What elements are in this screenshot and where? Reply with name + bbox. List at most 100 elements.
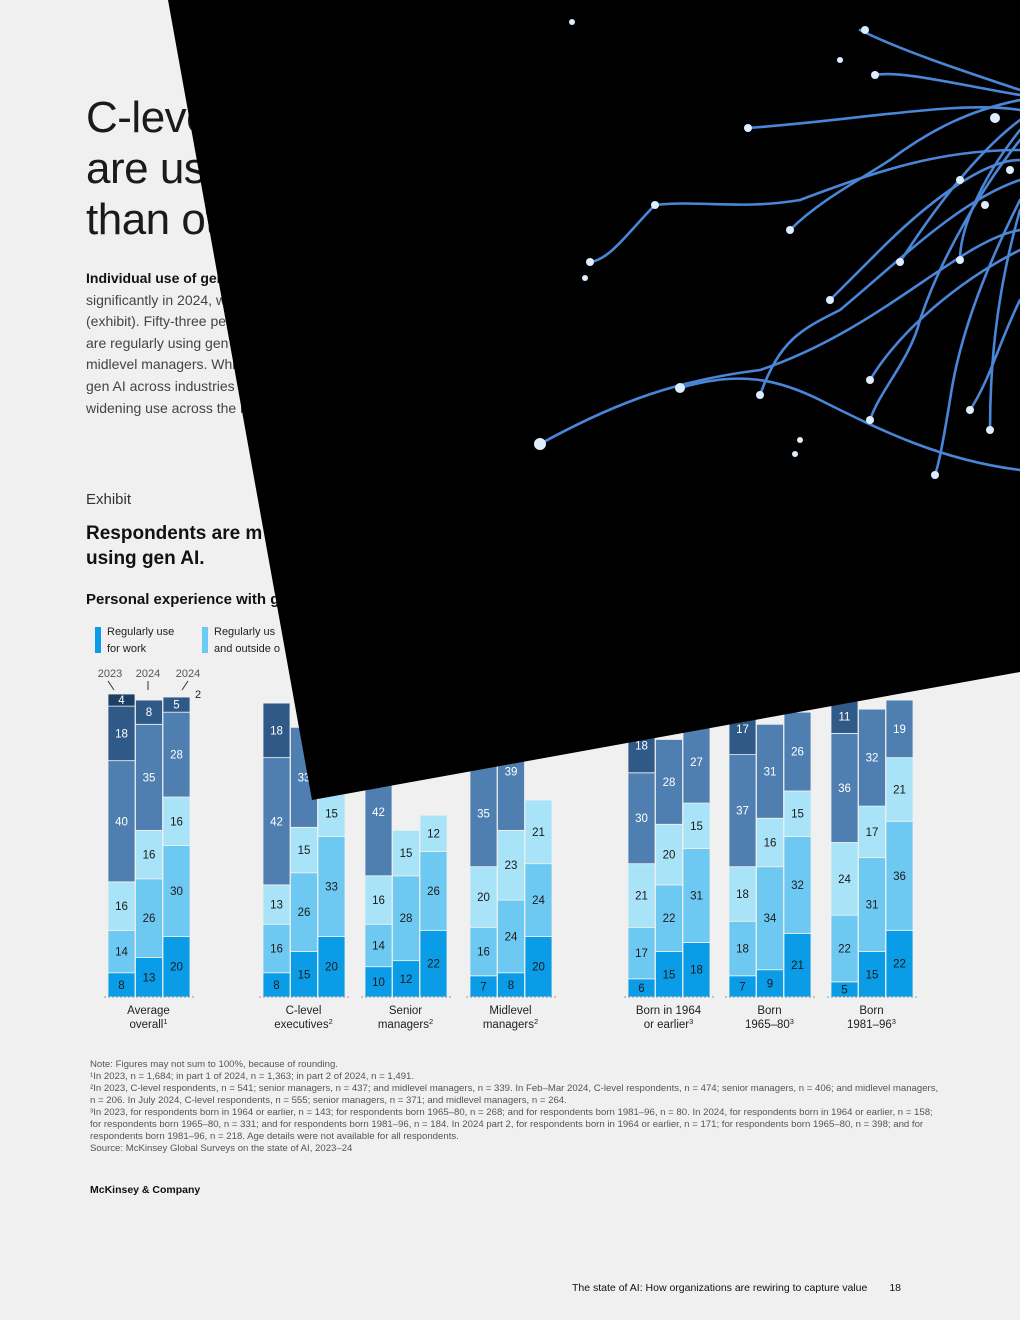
data-label: 18 xyxy=(270,725,283,737)
data-label: 26 xyxy=(791,747,804,759)
category-label: or earlier3 xyxy=(644,1017,694,1031)
data-label: 11 xyxy=(839,712,851,724)
data-label: 15 xyxy=(866,969,879,981)
bar-segment xyxy=(469,926,498,977)
bar-segment xyxy=(364,875,393,925)
footer-title: The state of AI: How organizations are r… xyxy=(572,1282,868,1294)
data-label: 22 xyxy=(838,944,851,956)
data-label: 21 xyxy=(893,784,906,796)
data-label: 8 xyxy=(118,980,124,992)
bar-segment xyxy=(728,866,757,922)
data-label: 13 xyxy=(143,972,156,984)
data-label: 18 xyxy=(115,728,128,740)
bar-segment xyxy=(627,863,656,928)
data-label: 36 xyxy=(838,783,851,795)
data-label: 21 xyxy=(532,827,545,839)
data-label: 13 xyxy=(270,900,283,912)
category-label: executives2 xyxy=(274,1017,333,1031)
bar-segment xyxy=(107,705,136,762)
category-label: C-level xyxy=(286,1005,322,1017)
data-label: 15 xyxy=(690,821,703,833)
bar-segment xyxy=(497,899,525,974)
bar-segment xyxy=(135,878,163,959)
bar-segment xyxy=(419,814,448,852)
bar-segment xyxy=(162,796,191,846)
data-label: 15 xyxy=(663,969,676,981)
data-label: 17 xyxy=(736,724,749,736)
data-label: 17 xyxy=(866,827,879,839)
bar-segment xyxy=(364,966,393,998)
data-label: 8 xyxy=(508,980,514,992)
data-label: 42 xyxy=(372,807,385,819)
category-label: Born in 1964 xyxy=(636,1005,702,1017)
bar-segment xyxy=(392,960,420,998)
data-label: 14 xyxy=(115,947,128,959)
bar-segment xyxy=(682,942,711,998)
data-label: 16 xyxy=(270,944,283,956)
data-label: 28 xyxy=(170,750,183,762)
bar-segment xyxy=(655,823,683,886)
page-footer: The state of AI: How organizations are r… xyxy=(572,1282,901,1294)
data-label: 42 xyxy=(270,816,283,828)
bar-segment xyxy=(783,932,812,998)
data-label: 7 xyxy=(480,981,486,993)
category-label: overall1 xyxy=(129,1017,167,1031)
data-label: 20 xyxy=(477,892,490,904)
bar-segment xyxy=(262,923,291,974)
bar-segment xyxy=(419,929,448,998)
data-label: 18 xyxy=(736,944,749,956)
brand-logo-text: McKinsey & Company xyxy=(90,1184,201,1196)
bar-segment xyxy=(524,863,553,937)
bar-segment xyxy=(107,881,136,931)
data-label: 15 xyxy=(298,845,311,857)
bar-segment xyxy=(135,699,163,725)
bar-segment xyxy=(524,936,553,998)
data-label: 28 xyxy=(400,913,413,925)
data-label: 20 xyxy=(532,962,545,974)
bar-segment xyxy=(419,851,448,931)
bar-segment xyxy=(756,969,784,998)
footnote-3: ³In 2023, for respondents born in 1964 o… xyxy=(90,1107,933,1142)
data-label: 6 xyxy=(638,983,644,995)
data-label: 14 xyxy=(372,940,385,952)
data-label: 21 xyxy=(635,890,648,902)
exhibit-label: Exhibit xyxy=(86,491,132,508)
data-label: 18 xyxy=(736,889,749,901)
bar-segment xyxy=(162,845,191,937)
note-line: Note: Figures may not sum to 100%, becau… xyxy=(90,1059,338,1070)
footnote-1: ¹In 2023, n = 1,684; in part 1 of 2024, … xyxy=(90,1071,415,1082)
data-label: 26 xyxy=(298,907,311,919)
bar-segment xyxy=(830,842,859,916)
top-annotation: 2 xyxy=(195,689,201,701)
data-label: 40 xyxy=(115,816,128,828)
category-label: 1965–803 xyxy=(745,1017,794,1031)
data-label: 12 xyxy=(427,828,440,840)
bar-segment xyxy=(830,914,859,983)
category-label: Born xyxy=(757,1005,781,1017)
data-label: 31 xyxy=(764,766,777,778)
data-label: 24 xyxy=(532,895,545,907)
data-label: 20 xyxy=(325,962,338,974)
data-label: 16 xyxy=(764,837,777,849)
data-label: 22 xyxy=(663,913,676,925)
data-label: 8 xyxy=(273,980,279,992)
bar-segment xyxy=(392,829,420,877)
bar-segment xyxy=(162,936,191,998)
data-label: 15 xyxy=(791,809,804,821)
data-label: 34 xyxy=(764,913,777,925)
data-label: 7 xyxy=(739,981,745,993)
bar-segment xyxy=(858,805,886,859)
legend-label-work-2: for work xyxy=(107,643,147,655)
legend-swatch-work xyxy=(95,627,101,653)
category-label: managers2 xyxy=(483,1017,538,1031)
data-label: 19 xyxy=(893,724,906,736)
bar-segment xyxy=(497,972,525,998)
data-label: 16 xyxy=(143,850,156,862)
data-label: 24 xyxy=(505,931,518,943)
data-label: 16 xyxy=(170,816,183,828)
data-label: 5 xyxy=(841,984,847,996)
data-label: 20 xyxy=(170,962,183,974)
data-label: 18 xyxy=(635,741,648,753)
data-label: 36 xyxy=(893,871,906,883)
bar-segment xyxy=(756,866,784,971)
